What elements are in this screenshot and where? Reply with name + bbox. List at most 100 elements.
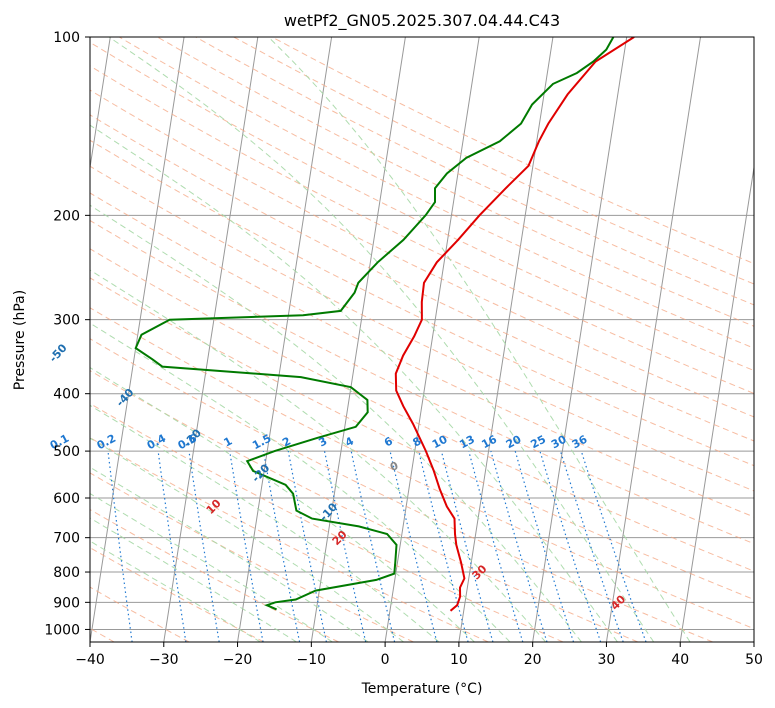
y-tick-label: 200 — [53, 208, 80, 224]
chart-title: wetPf2_GN05.2025.307.04.44.C43 — [284, 11, 560, 31]
moist-adiabat-line — [90, 269, 547, 642]
y-tick-label: 900 — [53, 595, 80, 611]
x-tick-label: −10 — [297, 652, 327, 668]
moist-adiabat-line — [90, 404, 440, 642]
moist-adiabat-line — [90, 437, 404, 642]
dry-adiabat-label: 30 — [470, 562, 490, 582]
dry-adiabat-label: 10 — [204, 497, 224, 517]
isotherm-line — [384, 37, 480, 642]
mixing-ratio-label: 36 — [570, 433, 590, 452]
x-tick-label: 20 — [524, 652, 542, 668]
y-tick-label: 700 — [53, 531, 80, 547]
moist-adiabat-line — [108, 37, 655, 642]
dry-adiabat-line — [271, 37, 754, 265]
x-tick-label: −20 — [223, 652, 253, 668]
mixing-ratio-label: 20 — [504, 433, 524, 452]
dry-adiabat-line — [118, 37, 754, 349]
isotherm-label: -60 — [0, 305, 2, 329]
isotherm-line — [90, 37, 185, 642]
dry-adiabat-line — [90, 547, 265, 642]
dry-adiabat-line — [90, 338, 713, 642]
y-tick-label: 300 — [53, 313, 80, 329]
mixing-ratio-line — [107, 451, 133, 642]
plot-frame — [89, 36, 755, 643]
moist-adiabat-line — [90, 204, 582, 642]
dry-adiabat-line — [90, 248, 754, 572]
isotherm-line — [90, 37, 111, 171]
dry-adiabat-line — [90, 370, 638, 642]
mixing-ratio-label: 6 — [382, 434, 395, 449]
mixing-ratio-line — [440, 450, 494, 642]
moist-adiabat-line — [90, 492, 333, 642]
mixing-ratio-label: 2 — [280, 434, 293, 449]
mixing-ratio-line — [229, 451, 264, 642]
x-tick-label: 0 — [381, 652, 390, 668]
y-axis-label: Pressure (hPa) — [12, 290, 28, 390]
moist-adiabat-line — [90, 367, 475, 642]
dry-adiabat-line — [90, 402, 564, 642]
isotherm-label: -40 — [114, 386, 137, 410]
y-tick-label: 100 — [53, 30, 80, 46]
mixing-ratio-label: 0.2 — [95, 432, 118, 453]
dry-adiabat-line — [90, 509, 339, 642]
mixing-ratio-line — [188, 451, 220, 642]
dry-adiabat-label: 20 — [330, 528, 350, 548]
axes: −40 −30 −20 −10 0 10 20 30 40 5010020030040050060… — [44, 30, 763, 668]
moist-adiabat-line — [268, 37, 691, 642]
x-tick-label: 40 — [671, 652, 689, 668]
isotherm-line — [458, 37, 554, 642]
mixing-ratio-line — [539, 450, 602, 642]
mixing-ratio-line — [350, 450, 396, 642]
dry-adiabat-line — [90, 192, 754, 518]
moist-adiabat-line — [90, 466, 369, 642]
line-labels: -100-90-80-70-60-50-40-30-20-100.10.20.4… — [0, 305, 629, 612]
dry-adiabat-line — [90, 165, 754, 492]
isotherm-line — [310, 37, 406, 642]
mixing-ratio-label: 0.4 — [145, 432, 169, 453]
dry-adiabat-line — [157, 37, 754, 327]
dry-adiabat-line — [195, 37, 754, 306]
y-tick-label: 1000 — [44, 622, 80, 638]
dry-adiabat-line — [90, 586, 190, 642]
moist-adiabat-line — [90, 322, 511, 642]
dry-adiabat-line — [90, 277, 754, 601]
y-tick-label: 800 — [53, 565, 80, 581]
mixing-ratio-line — [287, 450, 327, 642]
moist-adiabat-line — [90, 540, 261, 642]
moist-adiabat-label: 0 — [388, 459, 400, 474]
dry-adiabat-line — [90, 65, 754, 395]
dewpoint-profile — [134, 37, 615, 611]
mixing-ratio-line — [580, 450, 647, 642]
dry-adiabat-line — [90, 219, 754, 545]
isotherm-line — [679, 164, 754, 642]
background-lines — [90, 37, 754, 642]
mixing-ratio-label: 30 — [549, 433, 569, 452]
isotherm-line — [753, 638, 754, 642]
dry-adiabat-line — [233, 37, 754, 285]
dry-adiabat-line — [90, 114, 754, 442]
dry-adiabat-line — [90, 41, 754, 372]
y-tick-label: 500 — [53, 444, 80, 460]
mixing-ratio-label: 13 — [457, 433, 477, 452]
x-tick-label: −30 — [149, 652, 179, 668]
mixing-ratio-label: 10 — [430, 433, 450, 452]
mixing-ratio-line — [157, 451, 187, 642]
moist-adiabat-line — [90, 124, 618, 642]
mixing-ratio-label: 25 — [528, 433, 548, 452]
x-tick-label: −40 — [75, 652, 105, 668]
mixing-ratio-label: 4 — [343, 434, 356, 449]
y-tick-label: 600 — [53, 491, 80, 507]
moist-adiabat-line — [90, 517, 297, 642]
mixing-ratio-line — [514, 450, 575, 642]
mixing-ratio-line — [323, 450, 367, 642]
mixing-ratio-label: 16 — [479, 432, 499, 451]
dry-adiabat-line — [90, 139, 754, 467]
mixing-ratio-line — [490, 450, 548, 642]
mixing-ratio-label: 1 — [222, 434, 235, 449]
mixing-ratio-line — [468, 450, 524, 642]
dry-adiabat-line — [90, 472, 414, 642]
isotherm-line — [532, 37, 628, 642]
y-tick-label: 400 — [53, 387, 80, 403]
profiles — [134, 37, 635, 612]
